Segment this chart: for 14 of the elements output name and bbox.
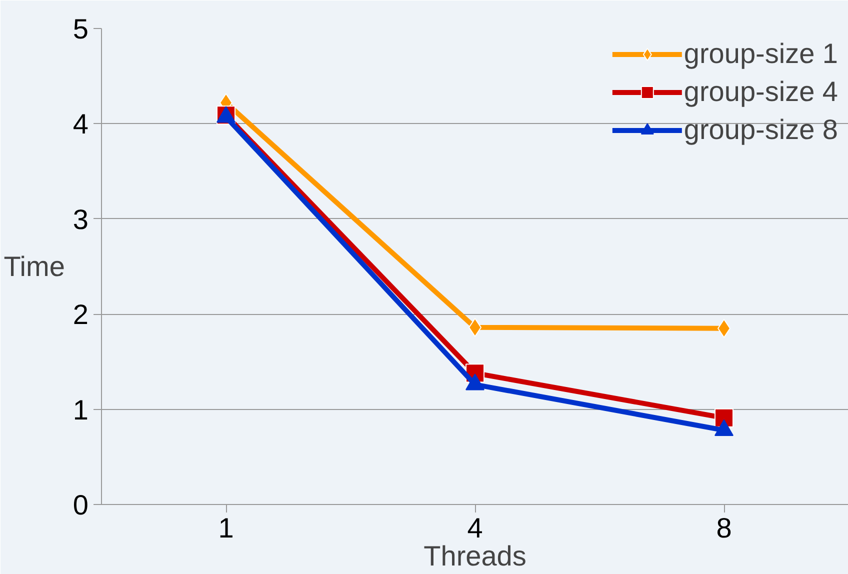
y-tick-label: 2 — [72, 299, 89, 330]
x-tick-label: 4 — [467, 512, 483, 544]
y-axis-title: Time — [4, 251, 65, 282]
legend-label: group-size 4 — [684, 76, 838, 108]
y-tick-label: 0 — [72, 490, 89, 520]
x-axis-title: Threads — [424, 540, 526, 572]
y-tick-label: 1 — [72, 394, 89, 426]
legend-label: group-size 8 — [684, 114, 838, 146]
x-tick-label: 1 — [218, 512, 234, 544]
y-tick-label: 5 — [72, 14, 89, 44]
y-tick-label: 3 — [72, 204, 89, 235]
legend-label: group-size 1 — [684, 38, 838, 70]
x-tick-label: 8 — [716, 512, 732, 544]
y-tick-label: 4 — [72, 108, 89, 140]
